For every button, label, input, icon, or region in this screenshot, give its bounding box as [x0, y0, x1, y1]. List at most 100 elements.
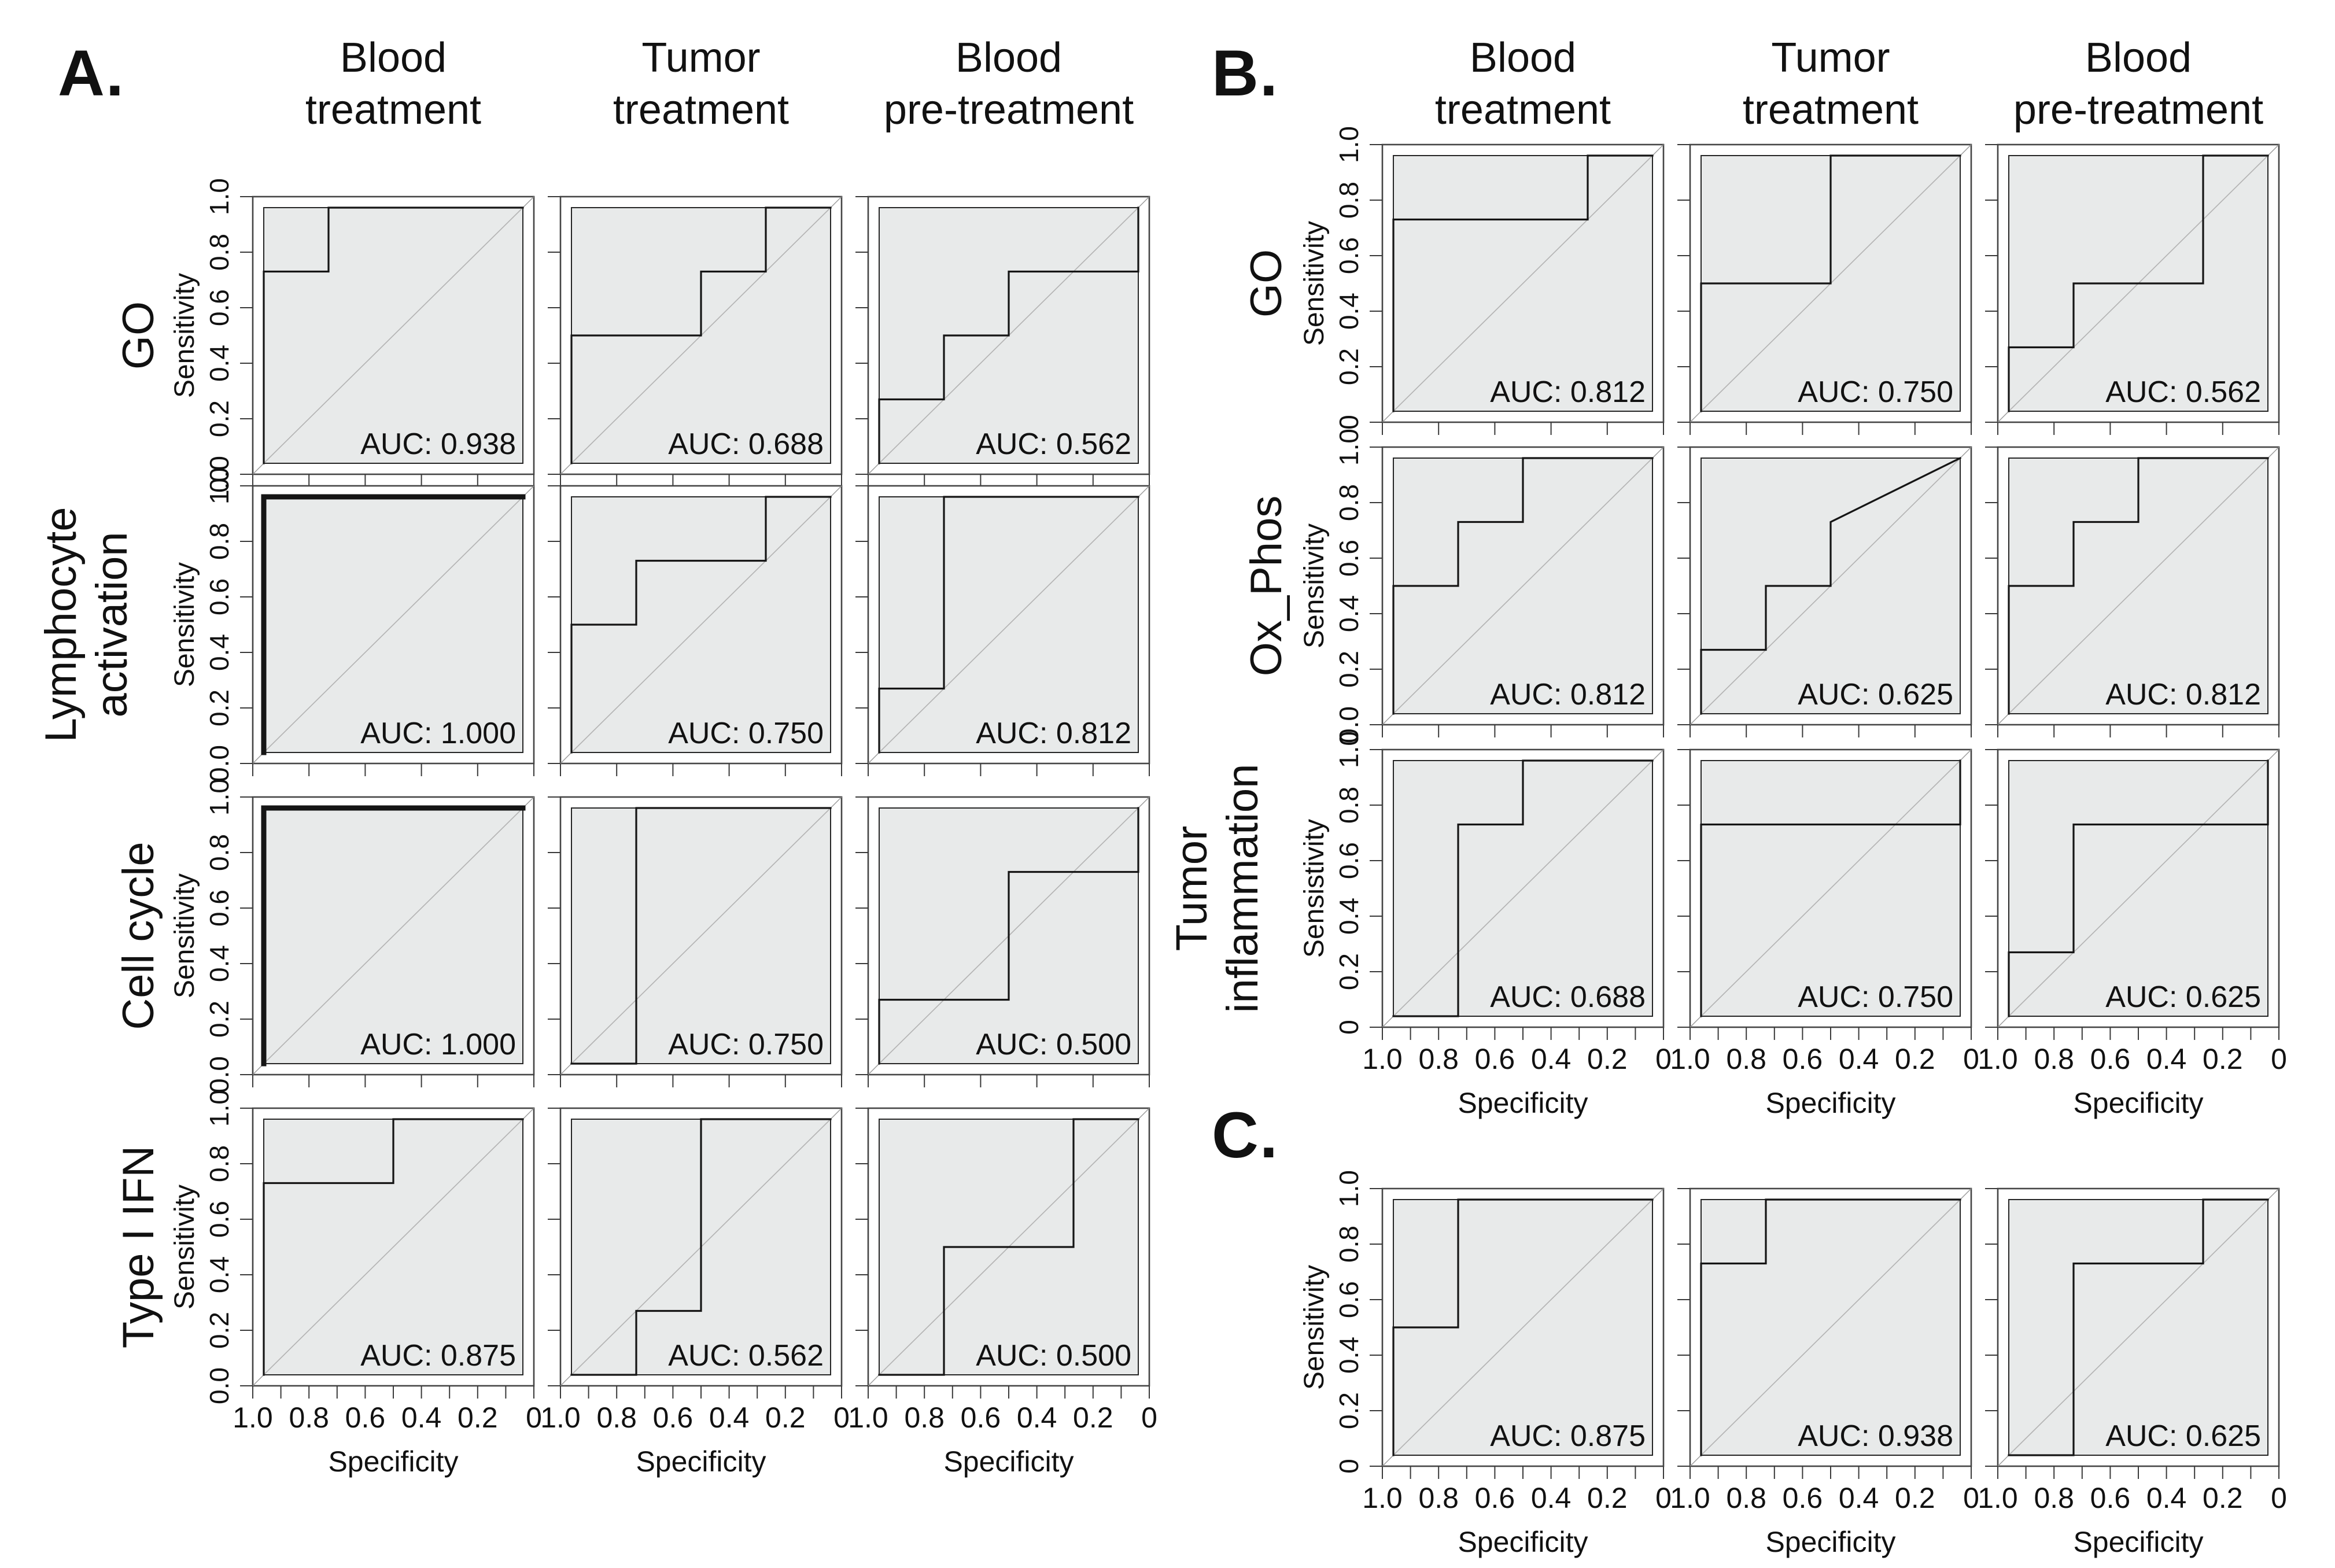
frame-mitre: [868, 1063, 880, 1075]
auc-label: AUC: 0.750: [668, 717, 824, 750]
frame-mitre: [1997, 1455, 2009, 1467]
x-tick-label: 0.8: [2034, 1043, 2074, 1075]
frame-mitre: [252, 463, 264, 475]
frame-mitre: [868, 1374, 880, 1386]
row-label-line: Ox_Phos: [1242, 495, 1291, 677]
row-label-line: activation: [87, 532, 137, 718]
frame-mitre: [1960, 749, 1972, 761]
roc-plot: AUC: 0.750: [1677, 143, 1972, 435]
roc-curve: [2008, 1198, 2269, 1456]
y-tick-label: 0.8: [1334, 182, 1364, 219]
frame-mitre: [1382, 411, 1394, 423]
auc-label: AUC: 0.812: [2105, 678, 2261, 711]
y-tick-label: 0.6: [204, 890, 234, 927]
x-tick-label: 0.8: [596, 1401, 637, 1434]
x-tick-label: 1.0: [1670, 1043, 1710, 1075]
roc-plot: AUC: 0.562: [855, 195, 1150, 487]
auc-label: AUC: 0.750: [1798, 980, 1953, 1014]
auc-label: AUC: 0.562: [668, 1339, 824, 1373]
frame-mitre: [868, 463, 880, 475]
roc-curve: [878, 807, 1139, 1065]
y-tick-label: 0.0: [204, 745, 234, 782]
x-tick-label: 0.4: [1531, 1482, 1572, 1514]
auc-label: AUC: 0.625: [2105, 980, 2261, 1014]
x-tick-label: 1.0: [848, 1401, 888, 1434]
column-header: Tumor treatment: [1690, 32, 1971, 136]
frame-mitre: [522, 196, 534, 208]
chance-diagonal-line: [2008, 1199, 2268, 1456]
x-tick-label: 0: [2271, 1043, 2287, 1075]
y-tick-label: 0.6: [1334, 540, 1364, 577]
x-axis-label: Specificity: [1458, 1087, 1588, 1119]
x-tick-label: 0.6: [2090, 1043, 2131, 1075]
roc-curve: [1392, 457, 1654, 715]
x-tick-label: 0.8: [1726, 1482, 1766, 1514]
x-tick-label: 0.6: [345, 1401, 386, 1434]
x-tick-label: 0.2: [1895, 1482, 1935, 1514]
roc-curve: [1700, 759, 1961, 1017]
x-tick-label: 0.2: [2203, 1043, 2243, 1075]
roc-plot: AUC: 0.688: [548, 195, 843, 487]
x-axis-label: Specificity: [943, 1445, 1074, 1478]
chance-diagonal-line: [1393, 155, 1653, 412]
y-tick-label: 0.2: [204, 400, 234, 437]
frame-mitre: [1690, 411, 1702, 423]
row-label: Tumor inflammation: [1167, 764, 1268, 1013]
y-tick-label: 1.0: [204, 178, 234, 215]
auc-label: AUC: 0.875: [360, 1339, 516, 1373]
y-tick-label: 0.0: [1334, 706, 1364, 743]
column-header-line: Blood: [1469, 35, 1577, 81]
frame-mitre: [830, 1108, 842, 1120]
frame-mitre: [1690, 1455, 1702, 1467]
x-tick-label: 0.6: [2090, 1482, 2131, 1514]
row-label-line: inflammation: [1218, 763, 1267, 1013]
x-tick-label: 0: [833, 1401, 850, 1434]
roc-plot: AUC: 0.750: [548, 485, 843, 776]
roc-plot: AUC: 0.812: [855, 485, 1150, 776]
y-tick-label: 0.2: [204, 689, 234, 726]
y-axis-label: Sensitivity: [169, 562, 200, 687]
x-tick-label: 0: [1655, 1482, 1672, 1514]
roc-plot: AUC: 0.500 1.0 0.8 0.6 0.4 0.2 0 Specificity: [848, 1107, 1157, 1478]
x-axis-label: Specificity: [2073, 1087, 2203, 1119]
row-label-line: Cell cycle: [114, 842, 163, 1030]
panel-c-letter: C.: [1212, 1099, 1279, 1171]
column-header-line: treatment: [305, 87, 482, 133]
y-tick-label: 0.4: [1334, 595, 1364, 632]
roc-curve: [570, 807, 832, 1065]
y-tick-label: 0.2: [204, 1001, 234, 1038]
frame-mitre: [1997, 1016, 2009, 1028]
auc-label: AUC: 0.500: [976, 1028, 1131, 1061]
row-label: Type I IFN: [113, 1146, 164, 1349]
y-tick-label: 0.6: [204, 1201, 234, 1238]
frame-mitre: [2267, 447, 2279, 459]
frame-mitre: [830, 196, 842, 208]
frame-mitre: [868, 752, 880, 764]
x-tick-label: 0.2: [1587, 1043, 1628, 1075]
x-tick-label: 0: [526, 1401, 542, 1434]
y-tick-label: 0.2: [1334, 651, 1364, 688]
roc-curve: [261, 494, 526, 755]
roc-plot: AUC: 0.750: [548, 796, 843, 1087]
frame-mitre: [1652, 144, 1664, 156]
frame-mitre: [1138, 485, 1150, 497]
roc-curve: [1700, 1198, 1961, 1456]
chance-diagonal-line: [879, 496, 1139, 753]
y-tick-label: 0.6: [1334, 237, 1364, 274]
roc-plot: AUC: 0.750 1.0 0.8 0.6 0.4 0.2 0 Specificity: [1670, 748, 1979, 1119]
y-tick-label: 0.0: [204, 1367, 234, 1404]
auc-label: AUC: 0.500: [976, 1339, 1131, 1373]
y-tick-label: 0.8: [1334, 1226, 1364, 1263]
frame-mitre: [560, 1374, 572, 1386]
frame-mitre: [1652, 1188, 1664, 1200]
y-axis-label: Sensistivity: [1299, 819, 1330, 958]
x-tick-label: 1.0: [233, 1401, 273, 1434]
x-tick-label: 0.2: [458, 1401, 498, 1434]
roc-curve: [263, 1118, 524, 1376]
roc-plot: AUC: 0.625 1.0 0.8 0.6 0.4 0.2 0 Specificity: [1978, 1187, 2287, 1558]
chance-diagonal-line: [263, 207, 523, 464]
frame-mitre: [1382, 713, 1394, 725]
column-header-line: Blood: [955, 35, 1063, 81]
y-tick-label: 0.4: [204, 345, 234, 382]
